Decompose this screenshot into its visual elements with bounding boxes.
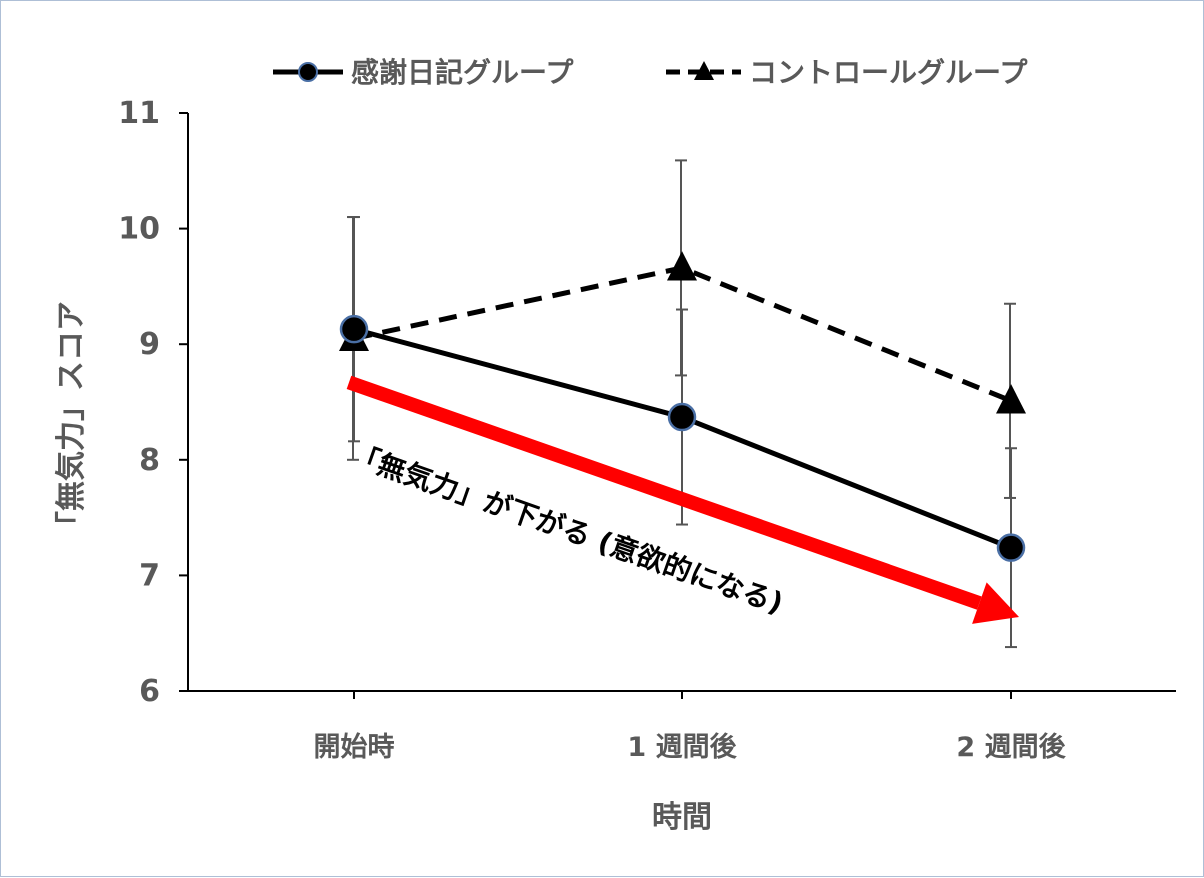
x-axis-title: 時間 [652,800,712,835]
y-tick-label: 7 [139,558,160,593]
x-tick-label: 2 週間後 [956,732,1066,763]
legend-label-1: 感謝日記グループ [351,56,574,89]
y-tick-label: 11 [118,96,160,131]
x-tick-label: 1 週間後 [627,732,737,763]
data-point-triangle [996,384,1026,414]
annotation-arrow-head [972,582,1019,624]
y-tick-label: 9 [139,327,160,362]
y-tick-label: 10 [118,212,160,247]
axes: 6 7 8 9 10 11 開始時 1 週間後 2 週間後 [118,96,1176,763]
data-point-circle [667,402,697,432]
legend-marker-triangle [694,61,714,80]
legend-label-2: コントロールグループ [749,56,1028,89]
legend: 感謝日記グループ コントロールグループ [273,56,1028,89]
x-tick-label: 開始時 [314,731,395,763]
y-tick-label: 6 [139,674,160,709]
series-lines [339,251,1026,562]
y-axis-title: 「無気力」スコア [54,301,89,541]
data-point-triangle [667,251,697,281]
legend-marker-circle [298,62,318,82]
annotation-arrow-shaft [346,375,982,610]
data-point-circle [339,314,369,344]
data-point-circle [996,533,1026,562]
y-tick-label: 8 [139,443,160,478]
